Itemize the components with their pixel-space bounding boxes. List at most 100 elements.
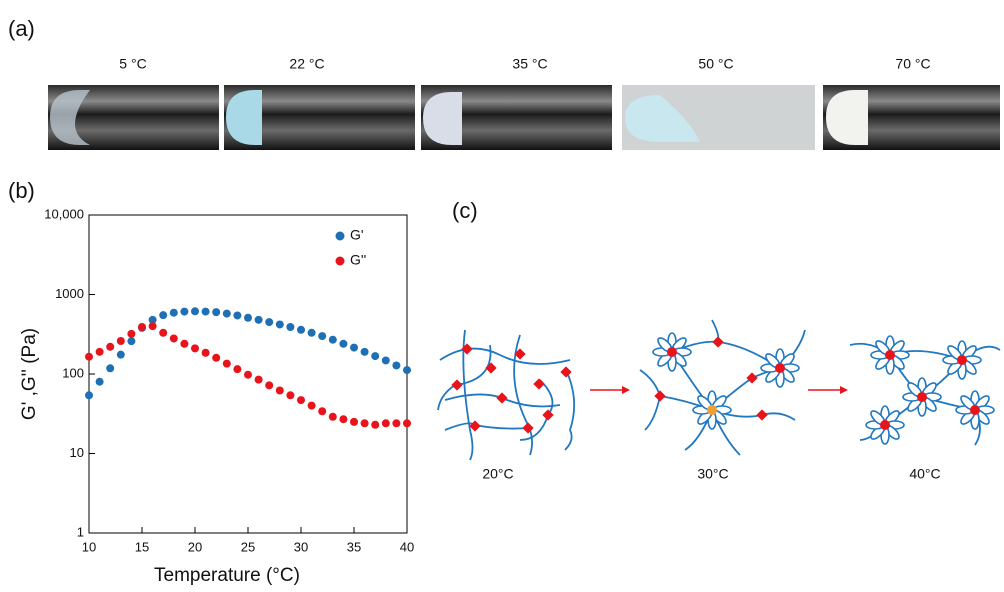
data-point (350, 343, 358, 352)
data-point (371, 420, 380, 429)
sample (50, 90, 90, 145)
chain (564, 369, 576, 451)
data-point (244, 313, 252, 322)
data-point (307, 328, 316, 337)
data-point (360, 347, 369, 356)
crosslink (451, 379, 463, 391)
data-point (392, 361, 401, 370)
panel-label: (b) (8, 178, 35, 203)
x-axis-label: Temperature (°C) (154, 565, 300, 586)
photos (48, 85, 1000, 150)
data-point (381, 356, 390, 365)
data-point (339, 339, 348, 348)
data-point (403, 419, 411, 428)
sample (625, 95, 700, 142)
core (917, 392, 927, 402)
y-tick-label: 100 (62, 365, 84, 380)
photo-label: 70 °C (895, 56, 930, 72)
data-point (212, 353, 221, 362)
data-point (159, 311, 168, 320)
data-point (85, 391, 93, 400)
core (707, 405, 717, 415)
data-point (265, 318, 274, 327)
crosslink (485, 362, 497, 374)
y-tick-label: 10 (70, 445, 84, 460)
crosslink (469, 420, 481, 432)
sample (826, 90, 868, 145)
data-point (191, 344, 199, 353)
sample (226, 90, 262, 145)
data-point (85, 352, 93, 361)
data-point (148, 322, 157, 331)
y-tick-label: 1000 (55, 286, 84, 301)
arrow-head (840, 386, 848, 394)
data-point (403, 366, 411, 375)
data-point (286, 323, 295, 332)
diagrams (437, 319, 1001, 461)
legend-marker (335, 256, 345, 266)
x-tick-label: 15 (135, 539, 149, 554)
x-tick-label: 20 (188, 539, 202, 554)
legend-marker (335, 231, 345, 241)
chain (439, 347, 571, 365)
crosslink (542, 409, 554, 421)
data-point (318, 407, 327, 416)
x-tick-label: 40 (400, 539, 414, 554)
data-point (180, 339, 189, 348)
data-point (180, 307, 189, 316)
data-point (127, 337, 136, 346)
data-point (127, 329, 136, 338)
crosslink (533, 378, 545, 390)
data-point (95, 377, 104, 386)
x-tick-label: 25 (241, 539, 255, 554)
data-point (307, 401, 316, 410)
data-point (392, 419, 401, 428)
crosslink (514, 348, 526, 360)
chain (462, 329, 474, 461)
data-point (233, 311, 242, 320)
data-point (318, 332, 327, 341)
crosslink (522, 422, 534, 434)
data-point (116, 337, 125, 346)
data-point (328, 412, 337, 421)
data-point (212, 308, 221, 317)
data-point (116, 350, 125, 359)
data-point (244, 370, 252, 379)
crosslink (560, 366, 572, 378)
data-point (265, 381, 274, 390)
core (970, 405, 980, 415)
state-label: 30°C (697, 466, 728, 482)
x-tick-label: 10 (82, 539, 96, 554)
data-point (138, 323, 146, 332)
photo-label: 35 °C (512, 56, 547, 72)
x-tick-label: 30 (294, 539, 308, 554)
core (667, 347, 677, 357)
data-point (297, 396, 305, 405)
y-tick-label: 1 (77, 524, 84, 539)
core (957, 355, 967, 365)
photo-label: 5 °C (119, 56, 146, 72)
data-point (201, 348, 210, 357)
data-point (106, 364, 115, 373)
crosslink (654, 390, 666, 402)
panel-label: (a) (8, 16, 35, 41)
legend-label: G'' (350, 252, 366, 268)
core (885, 350, 895, 360)
data-point (254, 375, 263, 384)
crosslink (461, 343, 473, 355)
data-point (191, 307, 199, 316)
state-label: 20°C (482, 466, 513, 482)
data-point (95, 347, 104, 356)
data-point (381, 419, 390, 428)
chain (639, 369, 661, 431)
data-point (286, 391, 295, 400)
data-point (169, 334, 178, 343)
data-point (360, 419, 369, 428)
y-tick-label: 10,000 (44, 206, 84, 221)
data-point (275, 386, 284, 395)
y-axis-label: G' ,G'' (Pa) (19, 328, 40, 420)
data-point (148, 315, 157, 324)
data-point (297, 325, 305, 334)
arrow-head (622, 386, 630, 394)
